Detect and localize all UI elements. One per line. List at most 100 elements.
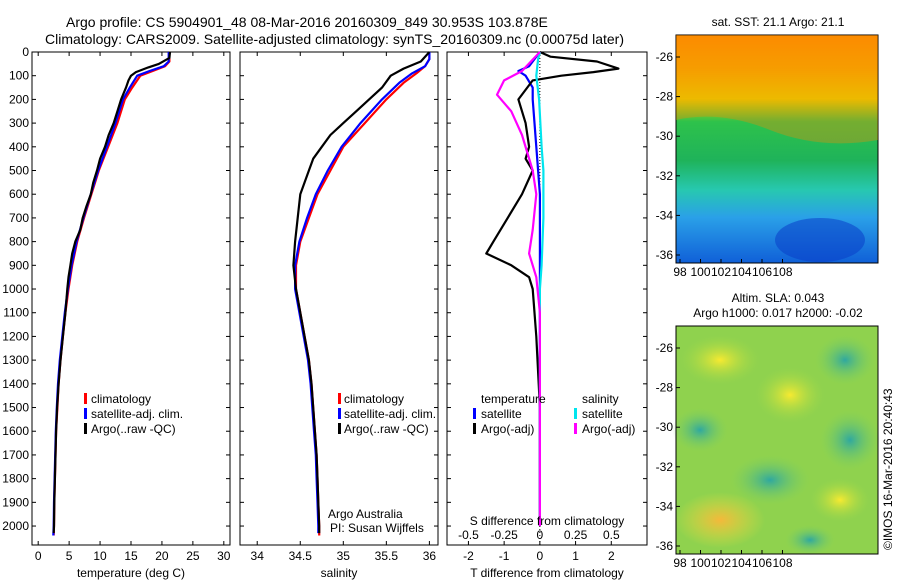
difference-legend: temperature salinity satellite Argo(-adj… — [473, 392, 635, 436]
salinity-panel: 34 34.5 35 35.5 36 salinity climatology sate… — [239, 51, 439, 580]
depth-tick-label: 1800 — [2, 472, 29, 486]
sst-map-title: sat. SST: 21.1 Argo: 21.1 — [712, 15, 845, 29]
longitude-tick-label: 100 — [690, 556, 710, 570]
series-line-s-argo-adj- — [495, 51, 542, 526]
legend-t-satellite-label: satellite — [481, 407, 522, 421]
longitude-tick-label: 102 — [711, 556, 731, 570]
x-tick-label: -1 — [499, 549, 510, 563]
longitude-tick-label: 104 — [731, 265, 751, 279]
sla-high-anomaly — [675, 492, 765, 548]
sla-map-frame — [675, 325, 879, 555]
longitude-tick-label: 98 — [673, 265, 687, 279]
legend-argo-label: Argo(..raw -QC) — [344, 422, 429, 436]
x-tick-label: 30 — [217, 549, 231, 563]
sla-high-anomaly — [810, 478, 870, 522]
latitude-tick-label: -26 — [656, 341, 674, 355]
credits-pi: PI: Susan Wijffels — [330, 521, 424, 535]
latitude-tick-label: -34 — [656, 208, 674, 222]
x-tick-label: 5 — [66, 549, 73, 563]
longitude-tick-label: 108 — [772, 265, 792, 279]
depth-tick-label: 800 — [9, 235, 29, 249]
sla-high-anomaly — [680, 335, 760, 385]
latitude-tick-label: -30 — [656, 420, 674, 434]
longitude-tick-label: 106 — [752, 265, 772, 279]
x-tick-label: 34.5 — [289, 549, 313, 563]
legend-t-argo-label: Argo(-adj) — [481, 422, 534, 436]
latitude-tick-label: -36 — [656, 539, 674, 553]
legend-s-argo-swatch — [574, 423, 577, 434]
salinity-depth-ticks — [240, 51, 438, 527]
legend-climatology-swatch — [338, 393, 341, 404]
sla-high-anomaly — [755, 367, 825, 423]
longitude-tick-label: 98 — [673, 556, 687, 570]
depth-tick-label: 1900 — [2, 495, 29, 509]
depth-axis: 0 100 200 300 400 500 600 700 800 900 1000 1100 1200… — [2, 45, 230, 533]
sla-map-axes: -26 -28 -30 -32 -34 -36 98 100 102 104 106 108 — [656, 341, 793, 570]
figure-title-line1: Argo profile: CS 5904901_48 08-Mar-2016 … — [66, 14, 548, 30]
x-tick-label: -2 — [463, 549, 474, 563]
figure-title-line2: Climatology: CARS2009. Satellite-adjuste… — [45, 31, 624, 47]
depth-tick-label: 400 — [9, 140, 29, 154]
depth-tick-label: 900 — [9, 258, 29, 272]
depth-tick-label: 1700 — [2, 448, 29, 462]
legend-salinity-heading: salinity — [582, 392, 619, 406]
depth-tick-label: 100 — [9, 69, 29, 83]
depth-tick-label: 2000 — [2, 519, 29, 533]
depth-tick-label: 0 — [22, 45, 29, 59]
temperature-x-axis: 0 5 10 15 20 25 30 — [35, 52, 231, 563]
x-tick-label: 35.5 — [375, 549, 399, 563]
legend-satellite-swatch — [84, 408, 87, 419]
salinity-legend: climatology satellite-adj. clim. Argo(..… — [338, 392, 436, 436]
x-tick-label: 25 — [186, 549, 200, 563]
legend-argo-swatch — [84, 423, 87, 434]
salinity-series — [292, 51, 431, 536]
longitude-tick-label: 106 — [752, 556, 772, 570]
depth-tick-label: 200 — [9, 92, 29, 106]
legend-t-argo-swatch — [473, 423, 476, 434]
latitude-tick-label: -28 — [656, 381, 674, 395]
difference-axes-frame — [446, 51, 648, 546]
latitude-tick-label: -30 — [656, 129, 674, 143]
legend-s-argo-label: Argo(-adj) — [582, 422, 635, 436]
depth-tick-label: 1000 — [2, 282, 29, 296]
depth-tick-label: 1500 — [2, 401, 29, 415]
depth-tick-label: 1100 — [3, 306, 29, 320]
temperature-axes-frame — [31, 51, 231, 546]
sla-map-title-line2: Argo h1000: 0.017 h2000: -0.02 — [693, 306, 863, 320]
salinity-axes-frame — [239, 51, 439, 546]
x-tick-label: 36 — [423, 549, 437, 563]
latitude-tick-label: -26 — [656, 50, 674, 64]
sst-map-axes: -26 -28 -30 -32 -34 -36 98 100 102 104 106 108 — [656, 50, 793, 279]
legend-argo-swatch — [338, 423, 341, 434]
legend-s-satellite-label: satellite — [582, 407, 623, 421]
imos-footer: ©IMOS 16-Mar-2016 20:40:43 — [881, 388, 895, 550]
latitude-tick-label: -32 — [656, 169, 674, 183]
depth-tick-label: 700 — [9, 211, 29, 225]
sst-cold-region — [775, 218, 865, 262]
sst-warm-region — [676, 35, 878, 144]
s-diff-tick-label: 0 — [537, 528, 544, 542]
longitude-tick-label: 102 — [711, 265, 731, 279]
series-line-argo-raw-qc- — [52, 51, 172, 534]
depth-tick-label: 600 — [9, 187, 29, 201]
x-tick-label: 34 — [251, 549, 265, 563]
sla-map-title-line1: Altim. SLA: 0.043 — [732, 291, 825, 305]
salinity-x-axis: 34 34.5 35 35.5 36 — [251, 52, 437, 563]
x-tick-label: 35 — [337, 549, 351, 563]
s-diff-tick-label: -0.5 — [458, 528, 479, 542]
legend-satellite-label: satellite-adj. clim. — [91, 407, 183, 421]
legend-argo-label: Argo(..raw -QC) — [91, 422, 176, 436]
depth-tick-label: 1600 — [2, 424, 29, 438]
latitude-tick-label: -36 — [656, 248, 674, 262]
sla-low-anomaly — [815, 335, 875, 385]
depth-tick-label: 300 — [9, 116, 29, 130]
longitude-tick-label: 104 — [731, 556, 751, 570]
legend-climatology-label: climatology — [91, 392, 151, 406]
x-tick-label: 0 — [537, 549, 544, 563]
depth-tick-label: 1300 — [2, 353, 29, 367]
salinity-axis-label: salinity — [321, 566, 358, 580]
sla-low-anomaly — [820, 410, 880, 470]
s-difference-axis-label: S difference from climatology — [470, 514, 625, 528]
depth-tick-label: 1200 — [2, 329, 29, 343]
